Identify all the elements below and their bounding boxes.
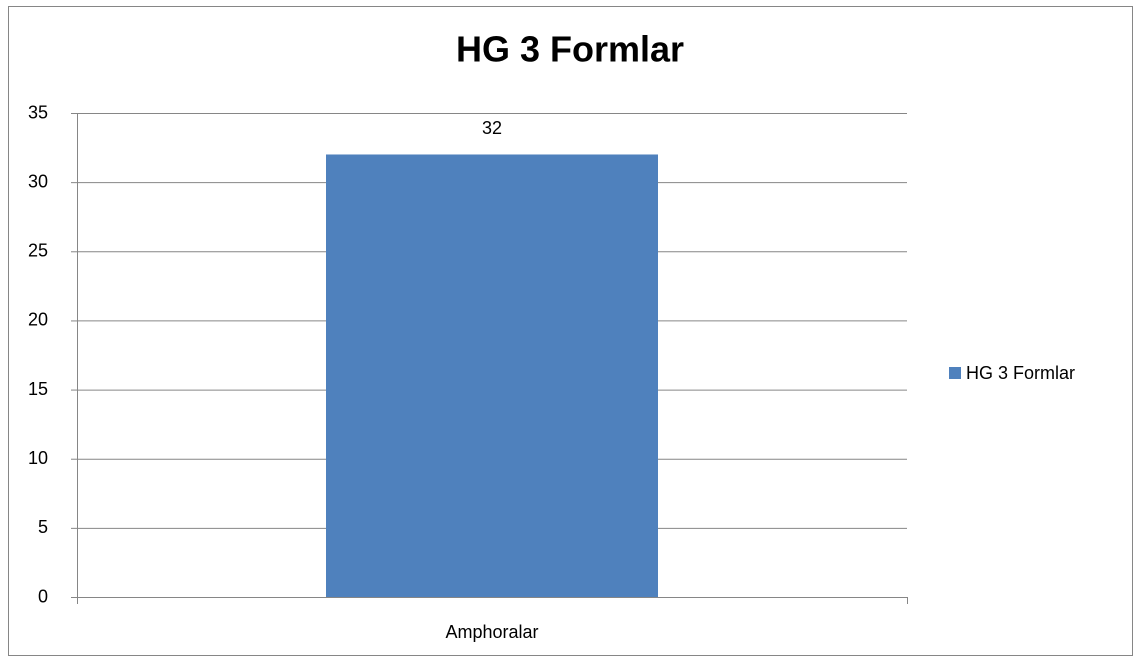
y-tick-label: 15 [28,379,48,399]
legend-swatch [949,367,961,379]
y-tick-label: 0 [38,586,48,606]
bar [326,154,658,597]
data-label: 32 [482,118,502,138]
y-tick-label: 35 [28,102,48,122]
y-tick-label: 20 [28,310,48,330]
y-tick-label: 25 [28,241,48,261]
y-tick-label: 30 [28,171,48,191]
chart-title: HG 3 Formlar [456,29,684,70]
y-tick-label: 5 [38,517,48,537]
y-tick-label: 10 [28,448,48,468]
x-tick-label: Amphoralar [445,622,538,642]
legend-label: HG 3 Formlar [966,363,1075,383]
